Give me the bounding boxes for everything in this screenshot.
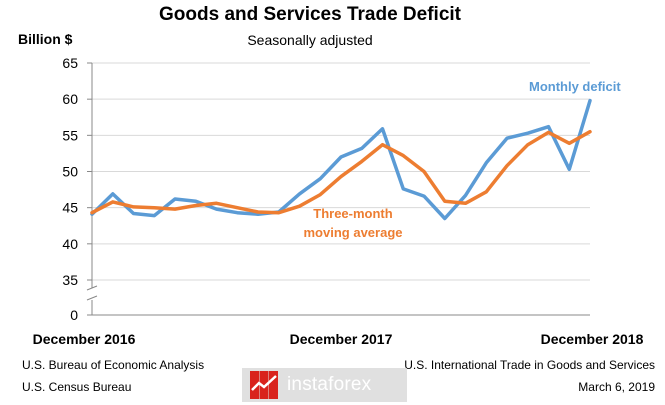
y-tick-label-40: 40: [62, 236, 78, 252]
y-tick-label-55: 55: [62, 127, 78, 143]
chart-title: Goods and Services Trade Deficit: [159, 4, 461, 25]
y-axis-break-mark: [86, 285, 98, 301]
y-tick-label-50: 50: [62, 164, 78, 180]
moving-average-annotation-line1: Three-month: [313, 206, 393, 221]
tick-labels: 0 35 40 45 50 55 60 65 December 2016 December 201…: [33, 55, 644, 347]
y-tick-label-65: 65: [62, 55, 78, 71]
y-tick-label-0: 0: [70, 307, 78, 323]
watermark-text: instaforex: [287, 374, 372, 395]
report-name: U.S. International Trade in Goods and Se…: [404, 358, 655, 372]
y-axis-label: Billion $: [18, 31, 73, 47]
monthly-deficit-annotation: Monthly deficit: [529, 79, 621, 94]
x-tick-label-2: December 2018: [541, 331, 644, 347]
source-census: U.S. Census Bureau: [22, 380, 132, 394]
instaforex-logo-icon: [249, 370, 279, 400]
y-tick-label-45: 45: [62, 200, 78, 216]
y-tick-label-60: 60: [62, 91, 78, 107]
series-lines: [90, 98, 592, 221]
moving-average-annotation-line2: moving average: [304, 225, 403, 240]
report-date: March 6, 2019: [578, 380, 655, 394]
y-tick-label-35: 35: [62, 272, 78, 288]
chart-subtitle: Seasonally adjusted: [247, 32, 373, 48]
gridlines: [92, 62, 590, 281]
instaforex-watermark: instaforex: [242, 368, 407, 402]
monthly-deficit-line: [90, 98, 592, 221]
source-bea: U.S. Bureau of Economic Analysis: [22, 358, 205, 372]
axes: [86, 62, 590, 316]
moving-average-line: [90, 129, 592, 215]
x-tick-label-0: December 2016: [33, 331, 136, 347]
x-tick-label-1: December 2017: [290, 331, 393, 347]
